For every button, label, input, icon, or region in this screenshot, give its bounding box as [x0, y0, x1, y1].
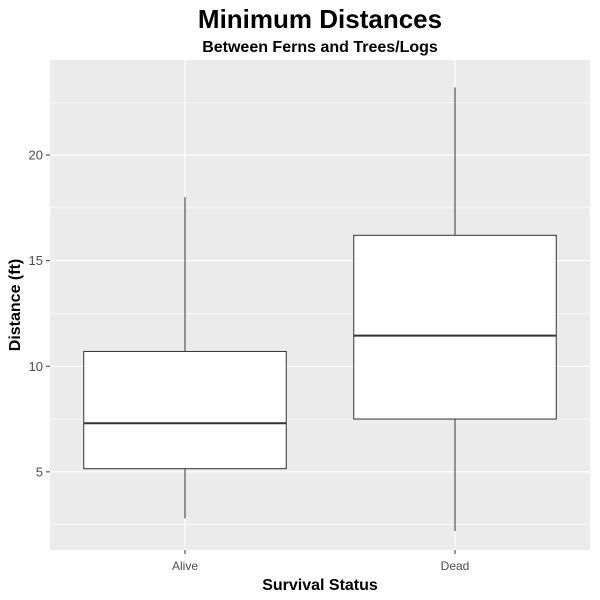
y-tick-label: 20	[29, 148, 43, 163]
plot-area: 5 10 15 20 Alive Dead	[29, 60, 590, 573]
x-tick-label: Dead	[441, 559, 470, 573]
y-tick-label: 5	[36, 464, 43, 479]
chart-title: Minimum Distances	[198, 4, 442, 34]
x-tick-label: Alive	[172, 559, 198, 573]
chart-subtitle: Between Ferns and Trees/Logs	[202, 39, 438, 56]
box-dead	[353, 234, 557, 420]
y-tick-label: 15	[29, 253, 43, 268]
box-alive	[83, 350, 287, 470]
y-axis-title: Distance (ft)	[7, 259, 24, 351]
y-tick-label: 10	[29, 359, 43, 374]
x-axis-title: Survival Status	[262, 577, 378, 594]
